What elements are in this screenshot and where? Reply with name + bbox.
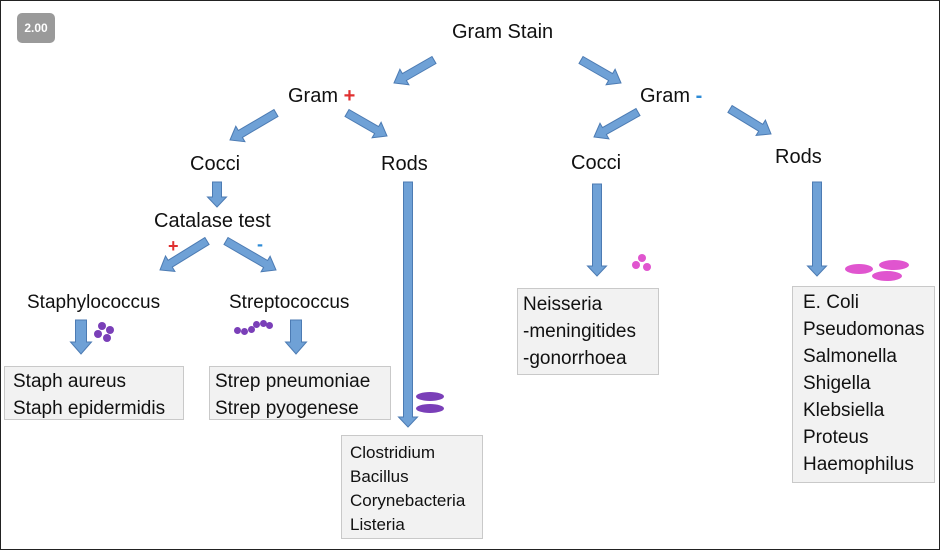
catalase-plus-sign: + [168, 236, 179, 256]
arrow-catalase-positive [159, 236, 210, 272]
list-item: Clostridium [350, 443, 436, 462]
list-item: Pseudomonas [803, 319, 925, 340]
rod-pair-icon [414, 392, 446, 414]
gram-negative-rods-label: Rods [775, 146, 822, 168]
list-item: Proteus [803, 427, 869, 448]
arrow-gram-negative-cocci-down [586, 183, 608, 277]
root-label: Gram Stain [452, 21, 554, 43]
gram-negative-text: Gram [640, 85, 690, 107]
diplococci-icon [632, 254, 654, 276]
list-item: Haemophilus [803, 454, 914, 475]
arrow-streptococcus-down [284, 319, 308, 355]
gram-positive-label: Gram + [288, 84, 355, 108]
list-item: Strep pyogenese [215, 398, 359, 419]
gram-negative-cocci-box: Neisseria -meningitides -gonorrhoea [517, 288, 659, 375]
catalase-minus-sign: - [257, 234, 263, 254]
streptococcus-label: Streptococcus [229, 292, 350, 313]
list-item: E. Coli [803, 292, 859, 313]
list-item: Neisseria [523, 294, 603, 315]
list-item: Salmonella [803, 346, 897, 367]
arrow-gram-positive-rods-down [397, 181, 419, 428]
list-item: Staph epidermidis [13, 398, 166, 419]
arrow-root-to-gram-positive [393, 55, 437, 86]
list-item: Listeria [350, 515, 405, 534]
arrow-gram-negative-to-cocci [593, 107, 641, 140]
arrow-gram-positive-to-cocci [229, 108, 279, 143]
staphylococcus-label: Staphylococcus [27, 292, 161, 313]
staph-species-box: Staph aureus Staph epidermidis [4, 366, 184, 420]
playback-speed-badge[interactable]: 2.00 [17, 13, 55, 43]
arrow-gram-negative-to-rods [727, 104, 772, 136]
arrow-staphylococcus-down [69, 319, 93, 355]
gram-positive-rods-box: Clostridium Bacillus Corynebacteria List… [341, 435, 483, 539]
list-item: Corynebacteria [350, 491, 466, 510]
catalase-test-label: Catalase test [154, 210, 271, 232]
strep-species-box: Strep pneumoniae Strep pyogenese [209, 366, 391, 420]
arrow-catalase-negative [223, 236, 277, 273]
plus-sign: + [343, 85, 356, 107]
list-item: Klebsiella [803, 400, 885, 421]
list-item: Shigella [803, 373, 871, 394]
arrow-gram-positive-to-rods [344, 108, 388, 139]
arrow-gram-negative-rods-down [806, 181, 828, 277]
list-item: -gonorrhoea [523, 348, 627, 369]
minus-sign: - [695, 85, 703, 107]
arrow-cocci-to-catalase [206, 181, 228, 208]
staph-cluster-icon [94, 322, 116, 344]
list-item: Bacillus [350, 467, 409, 486]
gram-negative-rods-box: E. Coli Pseudomonas Salmonella Shigella … [792, 286, 935, 483]
list-item: Staph aureus [13, 371, 127, 392]
gram-positive-cocci-label: Cocci [190, 153, 241, 175]
list-item: Strep pneumoniae [215, 371, 371, 392]
gram-positive-text: Gram [288, 85, 338, 107]
list-item: -meningitides [523, 321, 636, 342]
strep-chain-icon [234, 320, 274, 336]
gram-negative-rods-icon [845, 259, 911, 283]
arrow-root-to-gram-negative [578, 55, 622, 86]
gram-negative-cocci-label: Cocci [571, 152, 622, 174]
gram-negative-label: Gram - [640, 84, 702, 108]
gram-positive-rods-label: Rods [381, 153, 428, 175]
